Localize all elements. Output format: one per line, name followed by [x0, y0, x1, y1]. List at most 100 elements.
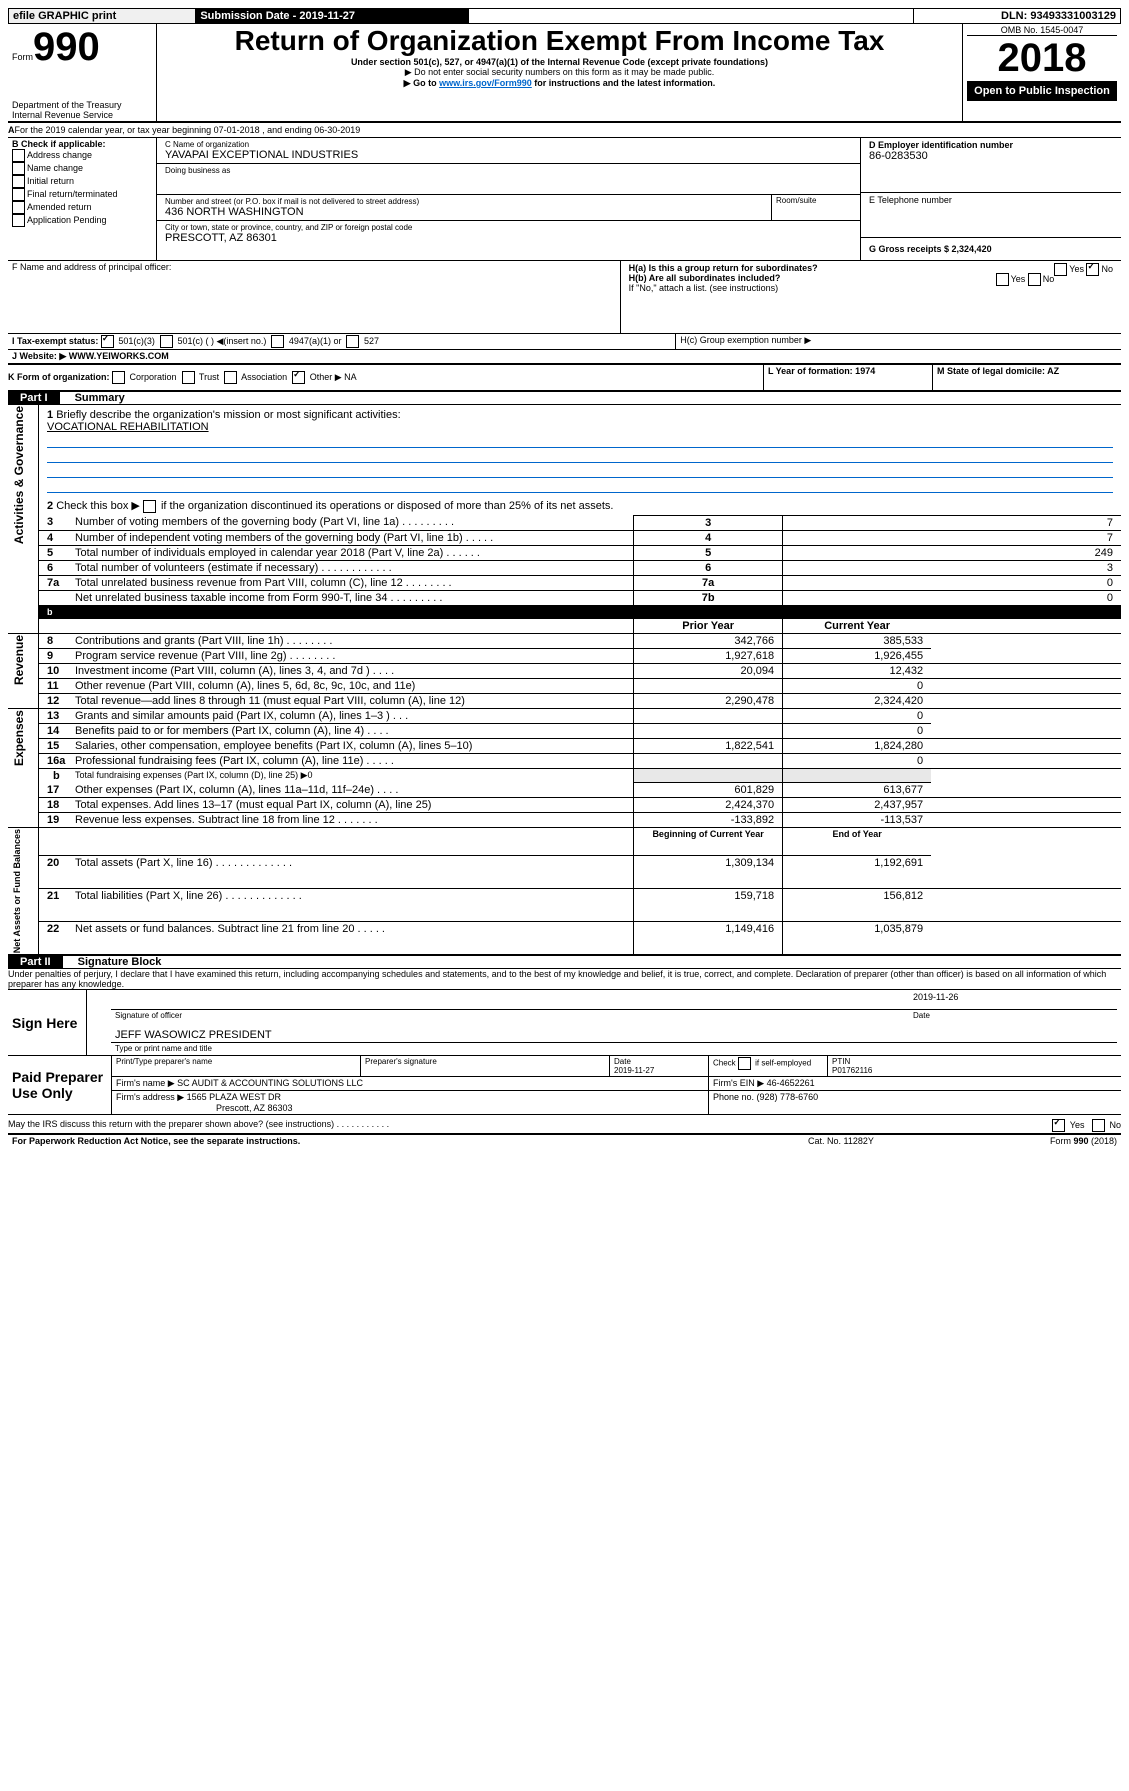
cat-no: Cat. No. 11282Y [749, 1135, 934, 1147]
phone-label: E Telephone number [861, 193, 1121, 238]
hb-label: H(b) Are all subordinates included? Yes … [629, 273, 1113, 283]
line-j: J Website: ▶ WWW.YEIWORKS.COM [8, 350, 1121, 365]
row-18: Total expenses. Add lines 13–17 (must eq… [71, 798, 634, 813]
footer-line: For Paperwork Reduction Act Notice, see … [8, 1135, 1121, 1147]
row-21: Total liabilities (Part X, line 26) . . … [71, 889, 634, 922]
line-k-label: K Form of organization: [8, 372, 110, 382]
ein-value: 86-0283530 [869, 150, 1113, 162]
form-subtitle: Under section 501(c), 527, or 4947(a)(1)… [161, 57, 958, 67]
sign-here-block: Sign Here 2019-11-26 Signature of office… [8, 990, 1121, 1056]
klm-block: K Form of organization: Corporation Trus… [8, 365, 1121, 392]
form-title: Return of Organization Exempt From Incom… [161, 25, 958, 57]
row-19: Revenue less expenses. Subtract line 18 … [71, 813, 634, 828]
officer-name: JEFF WASOWICZ PRESIDENT [111, 1021, 1117, 1043]
ptin: PTINP01762116 [828, 1056, 1122, 1077]
city-label: City or town, state or province, country… [165, 223, 852, 232]
form-word: Form [12, 52, 33, 62]
chk-other[interactable] [292, 371, 305, 384]
chk-501c[interactable] [160, 335, 173, 348]
room-label: Room/suite [772, 195, 861, 220]
addr-label: Number and street (or P.O. box if mail i… [165, 197, 763, 206]
chk-final-return[interactable]: Final return/terminated [12, 188, 152, 201]
end-year-hdr: End of Year [783, 828, 932, 856]
dln: DLN: 93493331003129 [914, 9, 1121, 24]
chk-amended[interactable]: Amended return [12, 201, 152, 214]
chk-app-pending[interactable]: Application Pending [12, 214, 152, 227]
row-6: Total number of volunteers (estimate if … [71, 560, 634, 575]
name-label: C Name of organization [165, 140, 852, 149]
chk-discontinued[interactable] [143, 500, 156, 513]
pra-notice: For Paperwork Reduction Act Notice, see … [8, 1135, 749, 1147]
firm-addr: Firm's address ▶ 1565 PLAZA WEST DRPresc… [112, 1091, 709, 1115]
row-22: Net assets or fund balances. Subtract li… [71, 921, 634, 955]
efile-label[interactable]: efile GRAPHIC print [9, 9, 196, 24]
org-name: YAVAPAI EXCEPTIONAL INDUSTRIES [165, 149, 852, 161]
submission-date: Submission Date - 2019-11-27 [196, 9, 469, 24]
row-16a: Professional fundraising fees (Part IX, … [71, 753, 634, 768]
chk-4947[interactable] [271, 335, 284, 348]
prep-sig-hdr: Preparer's signature [361, 1056, 610, 1077]
chk-corp[interactable] [112, 371, 125, 384]
line-a: AFor the 2019 calendar year, or tax year… [8, 123, 1121, 138]
gross-receipts: G Gross receipts $ 2,324,420 [861, 238, 1121, 261]
chk-initial-return[interactable]: Initial return [12, 175, 152, 188]
sig-date-label: Date [909, 1010, 1117, 1022]
row-10: Investment income (Part VIII, column (A)… [71, 663, 634, 678]
fh-block: F Name and address of principal officer:… [8, 260, 1121, 333]
part2-header: Part II Signature Block [8, 956, 1121, 969]
prep-name-hdr: Print/Type preparer's name [112, 1056, 361, 1077]
hc-label: H(c) Group exemption number ▶ [676, 334, 1121, 350]
note-goto: ▶ Go to www.irs.gov/Form990 for instruct… [161, 78, 958, 89]
chk-name-change[interactable]: Name change [12, 162, 152, 175]
q2-text: Check this box ▶ if the organization dis… [56, 500, 613, 512]
prep-date: Date2019-11-27 [610, 1056, 709, 1077]
type-name-label: Type or print name and title [111, 1043, 1117, 1055]
top-bar: efile GRAPHIC print Submission Date - 20… [8, 8, 1121, 24]
chk-discuss-yes[interactable] [1052, 1119, 1065, 1132]
row-15: Salaries, other compensation, employee b… [71, 738, 634, 753]
self-emp: Check if self-employed [709, 1056, 828, 1077]
org-city: PRESCOTT, AZ 86301 [165, 232, 852, 244]
form990-link[interactable]: www.irs.gov/Form990 [439, 78, 532, 88]
sig-officer-label: Signature of officer [111, 1010, 909, 1022]
chk-address-change[interactable]: Address change [12, 149, 152, 162]
tax-year: 2018 [967, 36, 1117, 81]
section-exp-label: Expenses [12, 710, 26, 766]
dept-label: Department of the Treasury Internal Reve… [12, 100, 152, 120]
chk-527[interactable] [346, 335, 359, 348]
line-m: M State of legal domicile: AZ [933, 365, 1122, 391]
row-16b: Total fundraising expenses (Part IX, col… [71, 768, 634, 783]
beg-year-hdr: Beginning of Current Year [634, 828, 783, 856]
row-9: Program service revenue (Part VIII, line… [71, 648, 634, 663]
form-ref: Form 990 (2018) [933, 1135, 1121, 1147]
firm-phone: Phone no. (928) 778-6760 [709, 1091, 1122, 1115]
perjury-text: Under penalties of perjury, I declare th… [8, 969, 1121, 990]
i-block: I Tax-exempt status: 501(c)(3) 501(c) ( … [8, 333, 1121, 349]
section-ag-label: Activities & Governance [12, 406, 26, 544]
q1-value: VOCATIONAL REHABILITATION [47, 421, 209, 433]
j-block: J Website: ▶ WWW.YEIWORKS.COM [8, 349, 1121, 365]
ein-label: D Employer identification number [869, 140, 1113, 150]
row-12: Total revenue—add lines 8 through 11 (mu… [71, 693, 634, 708]
row-8: Contributions and grants (Part VIII, lin… [71, 633, 634, 648]
firm-name: Firm's name ▶ SC AUDIT & ACCOUNTING SOLU… [112, 1077, 709, 1091]
chk-self-employed[interactable] [738, 1057, 751, 1070]
section-na-label: Net Assets or Fund Balances [12, 829, 22, 953]
chk-501c3[interactable] [101, 335, 114, 348]
part1-header: Part I Summary [8, 392, 1121, 405]
chk-assoc[interactable] [224, 371, 237, 384]
chk-trust[interactable] [182, 371, 195, 384]
dba-label: Doing business as [165, 166, 852, 175]
paid-preparer-block: Paid Preparer Use Only Print/Type prepar… [8, 1056, 1121, 1115]
row-20: Total assets (Part X, line 16) . . . . .… [71, 856, 634, 889]
paid-preparer-label: Paid Preparer Use Only [8, 1056, 112, 1115]
omb: OMB No. 1545-0047 [967, 25, 1117, 36]
row-13: Grants and similar amounts paid (Part IX… [71, 708, 634, 723]
box-f: F Name and address of principal officer: [8, 261, 620, 334]
chk-discuss-no[interactable] [1092, 1119, 1105, 1132]
row-5: Total number of individuals employed in … [71, 545, 634, 560]
row-7b: Net unrelated business taxable income fr… [71, 590, 634, 605]
q1-text: Briefly describe the organization's miss… [56, 409, 400, 421]
entity-block: B Check if applicable: Address change Na… [8, 138, 1121, 260]
sign-here-label: Sign Here [8, 990, 87, 1056]
